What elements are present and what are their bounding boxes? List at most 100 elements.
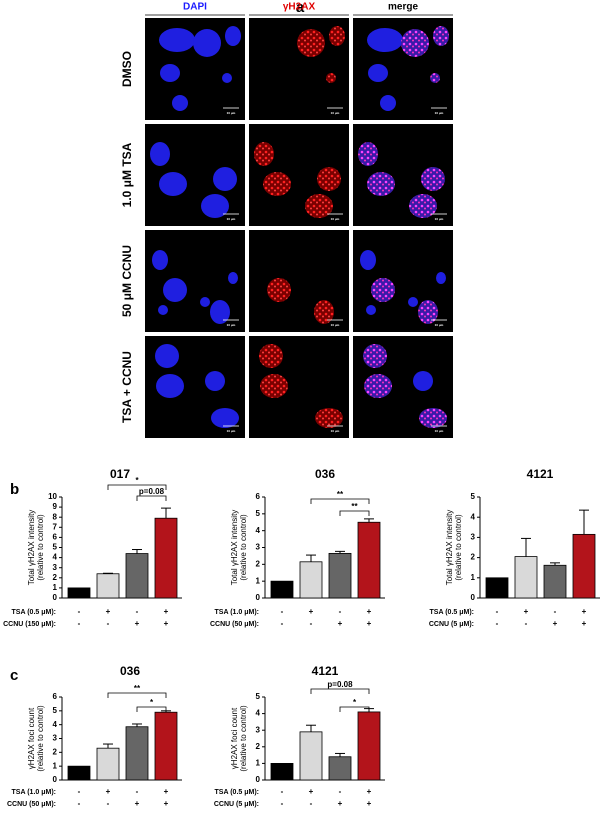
significance-label: p=0.08	[139, 487, 165, 496]
treatment-mark: +	[309, 787, 314, 796]
nucleus	[363, 344, 387, 368]
treatment-mark: -	[281, 607, 284, 616]
y-tick-label: 2	[471, 553, 476, 562]
y-tick-label: 1	[53, 583, 58, 592]
nucleus	[152, 250, 168, 270]
significance-bracket	[339, 510, 370, 516]
nucleus	[371, 278, 395, 302]
treatment-mark: +	[164, 607, 169, 616]
treatment-mark: -	[78, 607, 81, 616]
nucleus	[213, 167, 237, 191]
y-tick-label: 3	[53, 734, 58, 743]
y-tick-label: 6	[53, 533, 58, 542]
y-axis-label: Total γH2AX intensity	[27, 510, 36, 586]
treatment-mark: +	[367, 787, 372, 796]
bar	[485, 577, 509, 599]
nucleus	[254, 142, 274, 166]
y-tick-label: 8	[53, 512, 58, 521]
nucleus	[436, 272, 446, 284]
nucleus	[201, 194, 229, 218]
bar	[270, 580, 294, 599]
y-tick-label: 4	[53, 720, 58, 729]
y-tick-label: 9	[53, 502, 58, 511]
nucleus	[401, 29, 429, 57]
bar	[299, 561, 323, 599]
bar	[514, 556, 538, 599]
treatment-mark: -	[78, 799, 81, 808]
nucleus	[315, 408, 343, 428]
treatment-mark: -	[281, 787, 284, 796]
bar	[299, 731, 323, 781]
y-tick-label: 0	[256, 593, 261, 602]
treatment-mark: -	[496, 607, 499, 616]
y-tick-label: 1	[471, 573, 476, 582]
bar	[572, 533, 596, 599]
treatment-mark: -	[281, 799, 284, 808]
treatment-mark: +	[135, 619, 140, 628]
bar	[154, 517, 178, 599]
nucleus	[222, 73, 232, 83]
row-label: CCNU (5 μM):	[214, 801, 259, 808]
y-tick-label: 5	[256, 692, 261, 701]
y-tick-label: 7	[53, 522, 58, 531]
scale-bar-label: 10 μm	[227, 323, 236, 327]
nucleus	[297, 29, 325, 57]
scale-bar-label: 10 μm	[227, 111, 236, 115]
nucleus	[364, 374, 392, 398]
nucleus	[421, 167, 445, 191]
scale-bar-label: 10 μm	[435, 111, 444, 115]
y-tick-label: 0	[256, 775, 261, 784]
panel-label: b	[10, 481, 19, 498]
treatment-mark: +	[367, 607, 372, 616]
treatment-mark: +	[582, 607, 587, 616]
y-tick-label: 3	[53, 563, 58, 572]
row-label: CCNU (50 μM):	[210, 621, 259, 628]
panel-label: c	[10, 667, 18, 684]
significance-label: *	[150, 698, 154, 707]
y-tick-label: 3	[256, 543, 261, 552]
chart-title: 036	[120, 664, 140, 678]
y-tick-label: 2	[53, 573, 58, 582]
nucleus	[267, 278, 291, 302]
y-tick-label: 0	[53, 593, 58, 602]
y-tick-label: 0	[53, 775, 58, 784]
y-tick-label: 6	[256, 492, 261, 501]
chart-title: 4121	[527, 467, 554, 481]
nucleus	[225, 26, 241, 46]
treatment-mark: +	[164, 787, 169, 796]
row-label: TSA (1.0 μM):	[215, 609, 259, 616]
scale-bar-label: 10 μm	[435, 323, 444, 327]
nucleus	[172, 95, 188, 111]
nucleus	[409, 194, 437, 218]
nucleus	[263, 172, 291, 196]
bar	[96, 747, 120, 781]
nucleus	[408, 297, 418, 307]
treatment-mark: -	[78, 619, 81, 628]
row-label: TSA (0.5 μM):	[12, 609, 56, 616]
nucleus	[367, 172, 395, 196]
significance-bracket	[136, 495, 167, 501]
treatment-mark: +	[582, 619, 587, 628]
scale-bar-label: 10 μm	[435, 429, 444, 433]
treatment-mark: +	[106, 607, 111, 616]
y-axis-label: (relative to control)	[239, 705, 248, 772]
nucleus	[210, 300, 230, 324]
y-tick-label: 10	[48, 492, 57, 501]
y-tick-label: 1	[256, 759, 261, 768]
y-tick-label: 4	[53, 553, 58, 562]
treatment-mark: +	[553, 619, 558, 628]
nucleus	[205, 371, 225, 391]
scale-bar-label: 10 μm	[331, 111, 340, 115]
row-label: TSA (0.5 μM):	[215, 789, 259, 796]
nucleus	[314, 300, 334, 324]
treatment-mark: -	[136, 787, 139, 796]
scale-bar-label: 10 μm	[435, 217, 444, 221]
bar	[96, 573, 120, 599]
nucleus	[156, 374, 184, 398]
significance-bracket	[310, 688, 370, 694]
nucleus	[163, 278, 187, 302]
nucleus	[368, 64, 388, 82]
treatment-mark: +	[106, 787, 111, 796]
treatment-mark: +	[338, 799, 343, 808]
